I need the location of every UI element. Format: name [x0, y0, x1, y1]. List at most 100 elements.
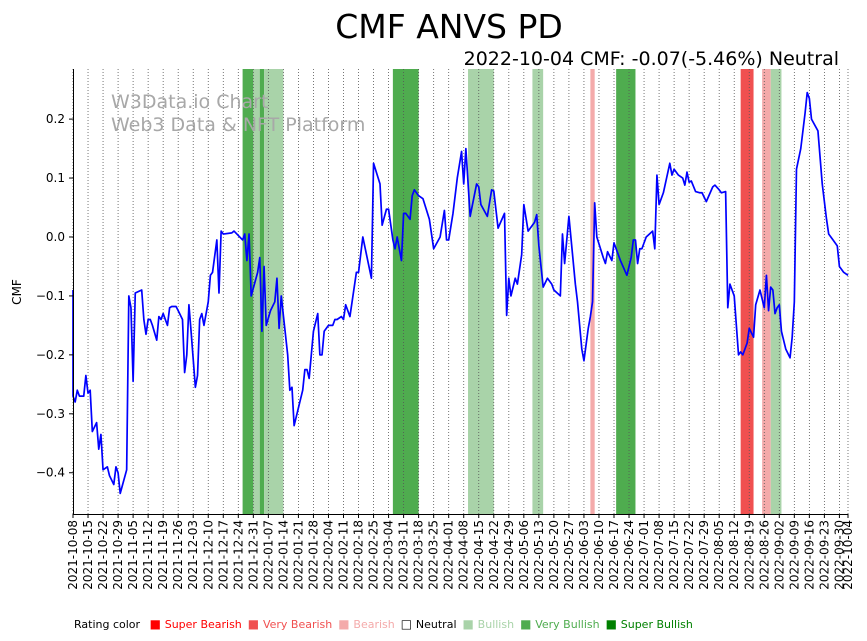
x-tick-label: 2022-09-16 [802, 520, 816, 590]
legend-items: ■ Super Bearish ■ Very Bearish ■ Bearish □ … [149, 617, 699, 631]
y-tick-label: 0.0 [46, 230, 65, 244]
x-tick-label: 2022-08-19 [742, 520, 756, 590]
legend-item: □ Neutral [400, 617, 457, 631]
rating-band-bullish [770, 69, 782, 514]
x-tick-label: 2022-06-03 [577, 520, 591, 590]
x-tick-label: 2021-11-26 [171, 520, 185, 590]
chart-title: CMF ANVS PD [335, 7, 563, 46]
x-tick-label: 2022-05-13 [532, 520, 546, 590]
legend-title: Rating color [74, 618, 141, 631]
x-tick-label: 2022-07-15 [667, 520, 681, 590]
x-tick-label: 2022-06-10 [592, 520, 606, 590]
x-tick-label: 2021-12-10 [201, 520, 215, 590]
x-tick-label: 2022-02-25 [367, 520, 381, 590]
x-tick-label: 2022-03-11 [397, 520, 411, 590]
x-tick-label: 2021-10-15 [81, 520, 95, 590]
rating-bands [242, 69, 782, 514]
rating-legend: Rating color ■ Super Bearish ■ Very Beari… [74, 617, 699, 631]
chart-subtitle: 2022-10-04 CMF: -0.07(-5.46%) Neutral [464, 48, 839, 70]
x-tick-label: 2021-11-12 [141, 520, 155, 590]
x-tick-label: 2022-01-07 [261, 520, 275, 590]
y-tick-label: 0.1 [46, 171, 65, 185]
legend-swatch-icon: ■ [149, 617, 165, 631]
x-tick-label: 2022-03-04 [382, 520, 396, 590]
legend-swatch-icon: ■ [520, 617, 536, 631]
x-tick-label: 2022-10-04 [841, 520, 855, 590]
x-tick-label: 2022-03-25 [427, 520, 441, 590]
x-tick-label: 2022-04-01 [442, 520, 456, 590]
x-tick-label: 2022-01-28 [306, 520, 320, 590]
x-tick-label: 2022-08-05 [712, 520, 726, 590]
legend-swatch-icon: ■ [338, 617, 354, 631]
x-tick-label: 2022-02-18 [352, 520, 366, 590]
rating-band-very_bullish [259, 69, 265, 514]
rating-band-bullish [468, 69, 494, 514]
x-tick-label: 2022-07-01 [637, 520, 651, 590]
legend-item-label: Bearish [353, 618, 395, 631]
x-tick-label: 2021-10-29 [111, 520, 125, 590]
x-tick-label: 2022-08-12 [727, 520, 741, 590]
x-tick-label: 2022-04-22 [487, 520, 501, 590]
x-tick-label: 2022-05-27 [562, 520, 576, 590]
legend-item-label: Very Bullish [535, 618, 600, 631]
x-tick-label: 2022-01-21 [291, 520, 305, 590]
x-tick-label: 2021-11-05 [126, 520, 140, 590]
cmf-series-line [72, 91, 849, 495]
legend-item-label: Bullish [477, 618, 515, 631]
x-tick-label: 2022-07-08 [652, 520, 666, 590]
legend-item: ■ Bullish [462, 617, 515, 631]
x-tick-label: 2022-07-29 [697, 520, 711, 590]
x-tick-label: 2022-06-24 [622, 520, 636, 590]
x-tick-label: 2022-04-29 [502, 520, 516, 590]
x-tick-label: 2021-11-19 [156, 520, 170, 590]
x-tick-label: 2022-05-20 [547, 520, 561, 590]
y-tick-label: −0.3 [36, 407, 65, 421]
x-tick-label: 2022-04-15 [472, 520, 486, 590]
legend-item-label: Super Bullish [620, 618, 693, 631]
x-tick-label: 2022-09-23 [817, 520, 831, 590]
x-tick-label: 2021-12-17 [216, 520, 230, 590]
legend-item-label: Super Bearish [164, 618, 242, 631]
watermark-line-2: Web3 Data & NFT Platform [111, 114, 365, 136]
x-tick-label: 2022-09-02 [772, 520, 786, 590]
x-tick-label: 2022-03-18 [412, 520, 426, 590]
y-axis-label: CMF [10, 279, 24, 305]
legend-item: ■ Super Bearish [149, 617, 242, 631]
rating-band-bullish [264, 69, 284, 514]
rating-band-very_bullish [616, 69, 636, 514]
y-tick-label: −0.2 [36, 348, 65, 362]
x-tick-label: 2022-04-08 [457, 520, 471, 590]
x-tick-label: 2021-12-31 [246, 520, 260, 590]
x-tick-label: 2021-10-22 [96, 520, 110, 590]
x-tick-label: 2022-02-11 [337, 520, 351, 590]
x-tick-label: 2021-12-03 [186, 520, 200, 590]
x-tick-label: 2021-12-24 [231, 520, 245, 590]
watermark-line-1: W3Data.io Chart [111, 91, 268, 113]
x-tick-label: 2022-06-17 [607, 520, 621, 590]
rating-band-very_bullish [392, 69, 419, 514]
legend-swatch-icon: □ [400, 617, 416, 631]
legend-swatch-icon: ■ [605, 617, 621, 631]
legend-swatch-icon: ■ [247, 617, 263, 631]
legend-item: ■ Very Bearish [247, 617, 333, 631]
y-tick-label: −0.4 [36, 466, 65, 480]
y-ticks: −0.4 −0.3 −0.2 −0.1 0.0 0.1 0.2 [36, 112, 73, 480]
rating-band-very_bearish [740, 69, 754, 514]
x-tick-label: 2022-05-06 [517, 520, 531, 590]
y-tick-label: −0.1 [36, 289, 65, 303]
x-tick-label: 2021-10-08 [66, 520, 80, 590]
rating-band-bullish [253, 69, 260, 514]
rating-band-very_bullish [242, 69, 254, 514]
legend-item-label: Very Bearish [262, 618, 333, 631]
legend-item-label: Neutral [415, 618, 457, 631]
legend-item: ■ Bearish [338, 617, 395, 631]
x-tick-label: 2022-09-09 [787, 520, 801, 590]
legend-item: ■ Very Bullish [520, 617, 600, 631]
x-tick-label: 2022-01-14 [276, 520, 290, 590]
x-tick-label: 2022-08-26 [757, 520, 771, 590]
x-tick-label: 2022-07-22 [682, 520, 696, 590]
x-tick-label: 2022-02-04 [321, 520, 335, 590]
legend-swatch-icon: ■ [462, 617, 478, 631]
y-tick-label: 0.2 [46, 112, 65, 126]
